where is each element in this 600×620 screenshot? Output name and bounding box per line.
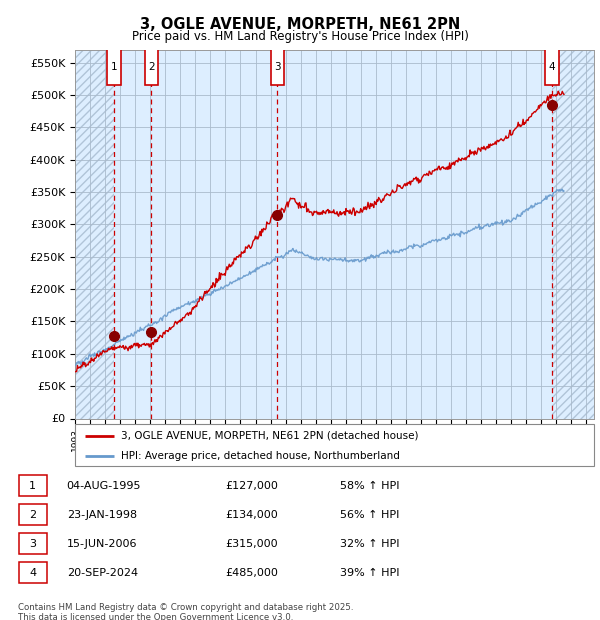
Text: Price paid vs. HM Land Registry's House Price Index (HPI): Price paid vs. HM Land Registry's House … [131,30,469,43]
Bar [552,50,594,419]
Bar [19,562,47,583]
Bar [75,50,114,419]
Text: 56% ↑ HPI: 56% ↑ HPI [340,510,400,520]
Text: £127,000: £127,000 [225,480,278,490]
Text: 3, OGLE AVENUE, MORPETH, NE61 2PN (detached house): 3, OGLE AVENUE, MORPETH, NE61 2PN (detac… [121,431,418,441]
Text: Contains HM Land Registry data © Crown copyright and database right 2025.
This d: Contains HM Land Registry data © Crown c… [18,603,353,620]
Bar [545,49,559,85]
Text: 20-SEP-2024: 20-SEP-2024 [67,568,138,578]
Bar [19,476,47,496]
Bar [271,49,284,85]
Text: 2: 2 [29,510,36,520]
Text: 23-JAN-1998: 23-JAN-1998 [67,510,137,520]
Bar [19,505,47,525]
Text: 3: 3 [29,539,36,549]
Text: £485,000: £485,000 [225,568,278,578]
Bar [107,49,121,85]
Text: 39% ↑ HPI: 39% ↑ HPI [340,568,400,578]
Text: 1: 1 [29,480,36,490]
Text: 32% ↑ HPI: 32% ↑ HPI [340,539,400,549]
Text: 4: 4 [549,62,556,72]
Text: £134,000: £134,000 [225,510,278,520]
Text: £315,000: £315,000 [225,539,278,549]
Text: 2: 2 [148,62,155,72]
Bar [145,49,158,85]
Text: 15-JUN-2006: 15-JUN-2006 [67,539,137,549]
Text: 58% ↑ HPI: 58% ↑ HPI [340,480,400,490]
Text: 04-AUG-1995: 04-AUG-1995 [67,480,141,490]
Text: 1: 1 [110,62,117,72]
Bar [19,533,47,554]
Text: 3, OGLE AVENUE, MORPETH, NE61 2PN: 3, OGLE AVENUE, MORPETH, NE61 2PN [140,17,460,32]
Text: HPI: Average price, detached house, Northumberland: HPI: Average price, detached house, Nort… [121,451,400,461]
Text: 4: 4 [29,568,36,578]
Text: 3: 3 [274,62,281,72]
